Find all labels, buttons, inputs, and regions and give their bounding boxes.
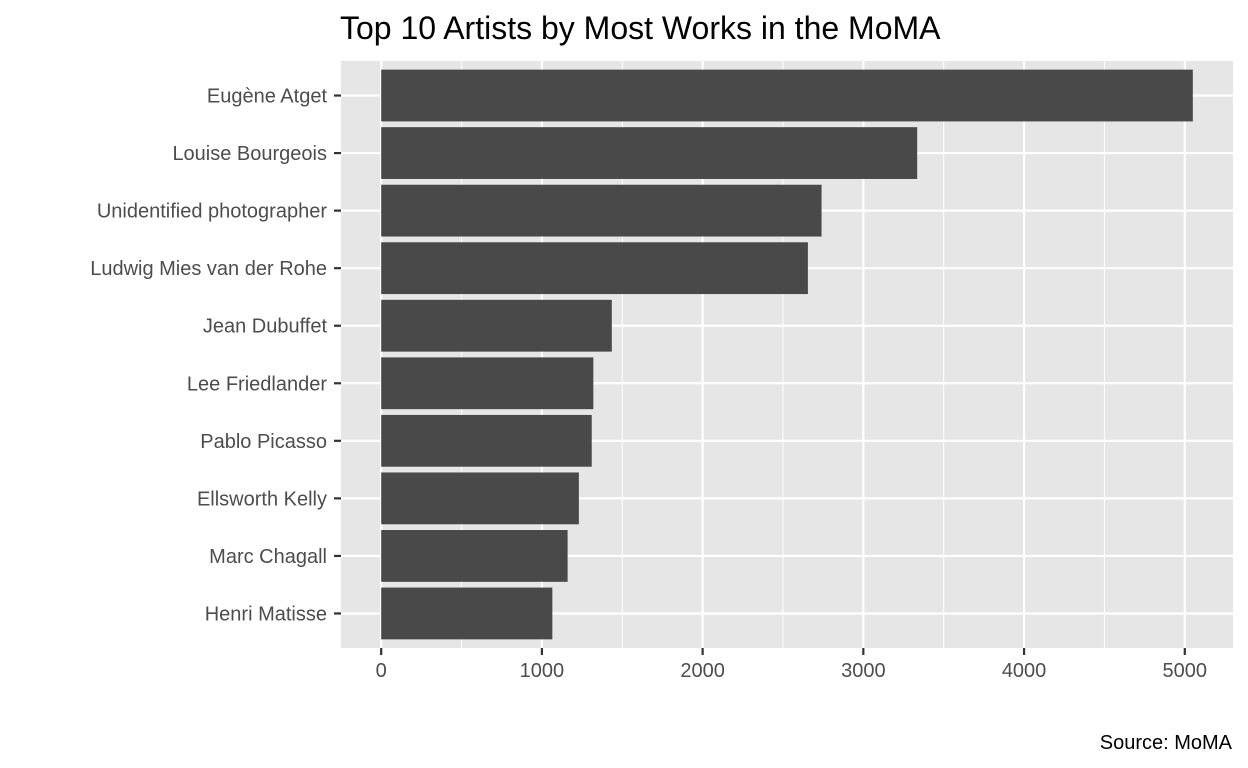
bar [381, 242, 808, 295]
x-tick-label: 3000 [841, 660, 886, 682]
chart-title: Top 10 Artists by Most Works in the MoMA [340, 10, 941, 46]
bar [381, 530, 568, 582]
y-tick-label: Pablo Picasso [200, 431, 327, 453]
y-tick-label: Henri Matisse [205, 603, 327, 625]
bar [381, 184, 822, 237]
chart-caption: Source: MoMA [1100, 732, 1233, 754]
y-tick-label: Unidentified photographer [97, 201, 328, 223]
y-tick-label: Lee Friedlander [187, 373, 327, 395]
bar [381, 472, 579, 525]
bars [381, 69, 1193, 640]
bar [381, 414, 592, 467]
y-tick-label: Jean Dubuffet [203, 316, 328, 338]
x-tick-label: 5000 [1163, 660, 1208, 682]
bar [381, 357, 594, 410]
x-tick-label: 2000 [680, 660, 725, 682]
bar [381, 299, 612, 352]
x-tick-label: 1000 [520, 660, 565, 682]
bar [381, 127, 918, 179]
bar [381, 69, 1193, 122]
y-tick-label: Louise Bourgeois [172, 143, 327, 165]
y-tick-label: Eugène Atget [207, 86, 328, 108]
x-axis: 0 1000 2000 3000 4000 5000 [376, 648, 1207, 682]
y-tick-label: Marc Chagall [209, 546, 327, 568]
y-axis: Eugène Atget Louise Bourgeois Unidentified… [90, 86, 341, 625]
bar [381, 587, 553, 640]
x-tick-label: 4000 [1002, 660, 1047, 682]
x-tick-label: 0 [376, 660, 387, 682]
y-tick-label: Ellsworth Kelly [197, 488, 327, 510]
y-tick-label: Ludwig Mies van der Rohe [90, 258, 327, 280]
